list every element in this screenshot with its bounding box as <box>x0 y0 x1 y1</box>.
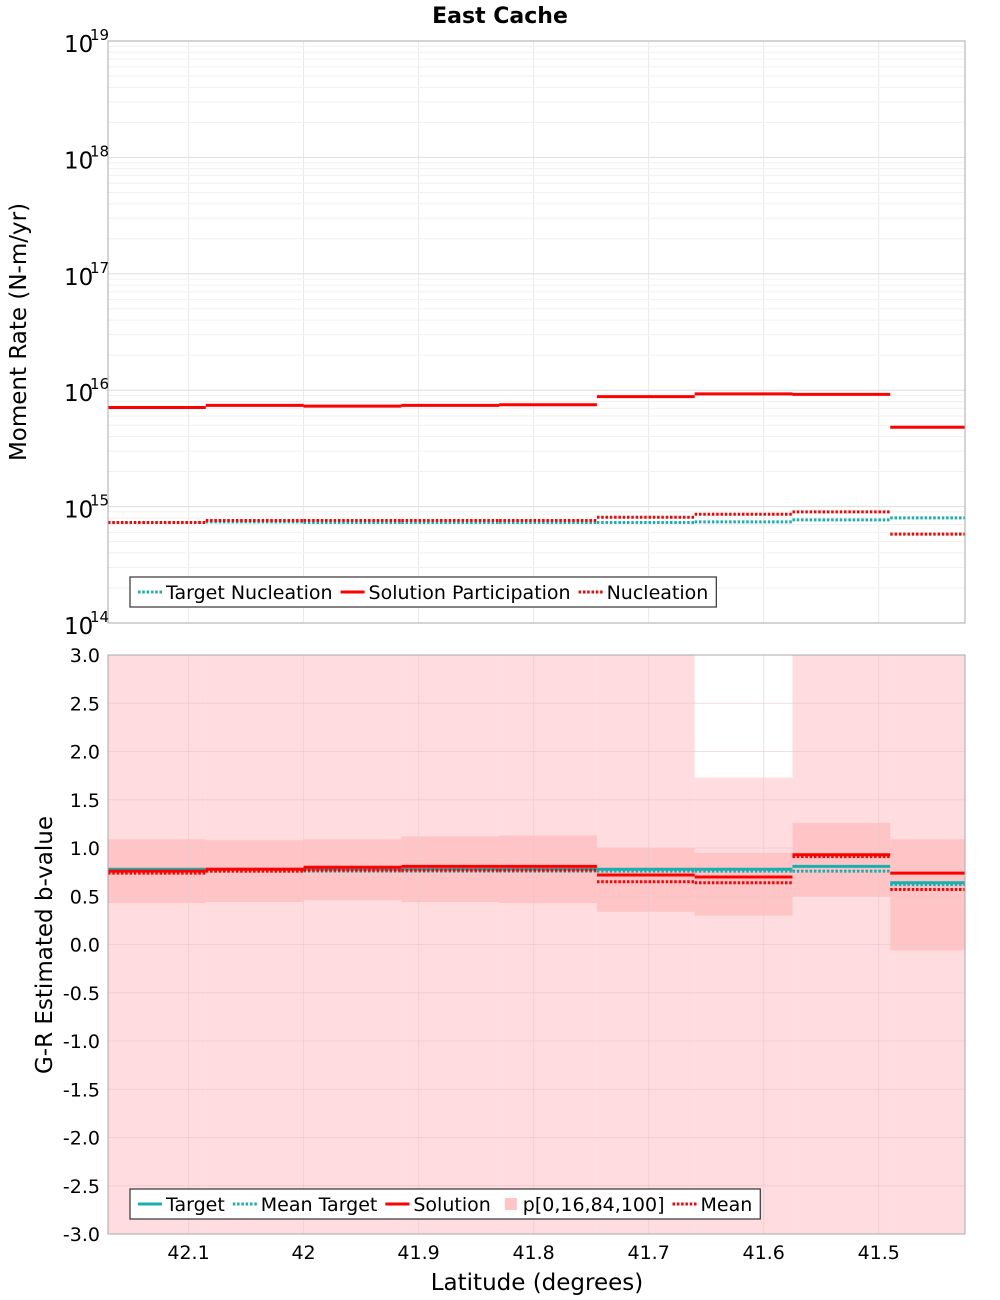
b-value-panel: 3.0 2.5 2.0 1.5 1.0 0.5 0.0 -0.5 -1.0 -1.5 -2.0 -2.… <box>32 645 966 1296</box>
b-value-frame <box>107 654 966 1235</box>
x-tick-label: 41.9 <box>397 1242 439 1264</box>
y-tick-exponent: 17 <box>90 259 109 277</box>
y-tick-label: 2.5 <box>70 693 100 715</box>
y-tick-label: -3.0 <box>63 1224 100 1246</box>
legend-box <box>129 576 717 608</box>
moment-rate-background <box>108 41 965 623</box>
legend-item-target-nucleation: Target Nucleation <box>138 582 333 604</box>
y-tick-base: 10 <box>64 381 93 407</box>
b-value-series-solution <box>108 853 965 879</box>
moment-rate-border <box>107 40 966 624</box>
legend-label: Solution <box>413 1194 490 1216</box>
moment-rate-legend: Target Nucleation Solution Participation N… <box>129 576 717 608</box>
band-inner <box>596 848 695 912</box>
y-tick-exponent: 19 <box>90 26 109 44</box>
y-tick-base: 10 <box>64 498 93 524</box>
legend-item-target: Target <box>138 1194 225 1216</box>
y-tick-exponent: 18 <box>90 142 109 160</box>
legend-item-p-0-16-84-100-: p[0,16,84,100] <box>504 1194 665 1216</box>
y-tick-label: 0.0 <box>70 935 100 957</box>
y-tick-label: 1.0 <box>70 838 100 860</box>
y-tick-base: 10 <box>64 614 93 640</box>
legend-label: Target Nucleation <box>165 582 333 604</box>
legend-label: p[0,16,84,100] <box>523 1194 665 1216</box>
y-tick-label: -1.5 <box>63 1079 100 1101</box>
y-tick-exponent: 14 <box>90 608 109 626</box>
legend-label: Solution Participation <box>369 582 571 604</box>
legend-label: Nucleation <box>607 582 709 604</box>
moment-rate-series <box>108 392 965 536</box>
y-tick-label: -2.0 <box>63 1128 100 1150</box>
y-tick-exponent: 15 <box>90 492 109 510</box>
b-value-y-ticks: 3.0 2.5 2.0 1.5 1.0 0.5 0.0 -0.5 -1.0 -1.5 -2.0 -2.… <box>63 645 100 1246</box>
latitude-x-ticks: 42.1 42 41.9 41.8 41.7 41.6 41.5 <box>167 1242 900 1264</box>
y-tick-label: 2.0 <box>70 742 100 764</box>
legend-item-mean: Mean <box>672 1194 753 1216</box>
band-inner <box>792 822 891 897</box>
b-value-grid <box>108 654 965 1235</box>
band-outer <box>694 777 793 1234</box>
legend-label: Mean <box>701 1194 753 1216</box>
y-tick-label: 1.5 <box>70 790 100 812</box>
b-value-legend: Target Mean Target Solution p[0,16,84,100] M… <box>129 1188 761 1220</box>
moment-rate-series-nucleation <box>108 510 965 536</box>
latitude-x-axis-label: Latitude (degrees) <box>431 1270 644 1296</box>
y-tick-base: 10 <box>64 265 93 291</box>
moment-rate-grid <box>108 41 965 624</box>
x-tick-label: 41.6 <box>743 1242 785 1264</box>
band-inner <box>890 839 965 951</box>
legend-item-nucleation: Nucleation <box>578 582 709 604</box>
y-tick-base: 10 <box>64 32 93 58</box>
legend-swatch <box>504 1198 517 1210</box>
x-tick-label: 41.7 <box>628 1242 670 1264</box>
legend-item-mean-target: Mean Target <box>232 1194 378 1216</box>
y-tick-label: -2.5 <box>63 1176 100 1198</box>
legend-item-solution-participation: Solution Participation <box>340 582 571 604</box>
b-value-series <box>108 853 965 891</box>
chart-title: East Cache <box>432 4 568 29</box>
x-tick-label: 41.5 <box>858 1242 900 1264</box>
y-tick-label: -1.0 <box>63 1031 100 1053</box>
x-tick-label: 42.1 <box>167 1242 209 1264</box>
legend-label: Mean Target <box>261 1194 378 1216</box>
b-value-series-mean <box>108 855 965 891</box>
y-tick-exponent: 16 <box>90 375 109 393</box>
y-tick-base: 10 <box>64 148 93 174</box>
moment-rate-y-axis-label: Moment Rate (N-m/yr) <box>6 203 32 461</box>
legend-item-solution: Solution <box>385 1194 491 1216</box>
moment-rate-frame <box>107 40 966 624</box>
x-tick-label: 41.8 <box>512 1242 554 1264</box>
b-value-border <box>107 654 966 1235</box>
moment-rate-series-solution-participation <box>108 392 965 429</box>
legend-label: Target <box>165 1194 225 1216</box>
y-tick-label: -0.5 <box>63 983 100 1005</box>
x-tick-label: 42 <box>291 1242 315 1264</box>
moment-rate-plot-area <box>108 41 965 623</box>
y-tick-label: 3.0 <box>70 645 100 667</box>
y-tick-label: 0.5 <box>70 886 100 908</box>
b-value-y-axis-label: G-R Estimated b-value <box>32 816 58 1074</box>
